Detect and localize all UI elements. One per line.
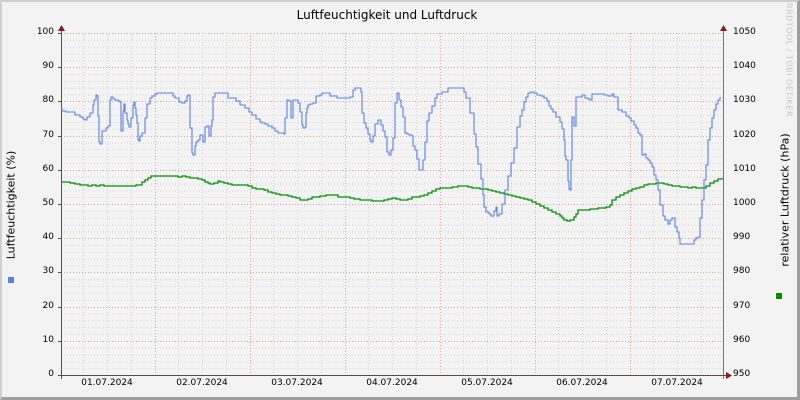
y-tick-right: 950 (733, 369, 751, 379)
y-tick-right: 960 (733, 334, 751, 345)
y-tick-left: 80 (42, 95, 54, 106)
x-tick: 04.07.2024 (366, 378, 418, 388)
x-tick: 06.07.2024 (556, 378, 608, 388)
y-tick-left: 0 (48, 369, 54, 379)
y-tick-right: 1020 (733, 129, 756, 140)
y-tick-right: 980 (733, 266, 751, 277)
y-tick-left: 100 (36, 27, 54, 37)
y-tick-right: 970 (733, 300, 751, 311)
y-tick-left: 10 (42, 334, 54, 345)
x-tick: 01.07.2024 (81, 378, 133, 388)
legend-marker-pressure (776, 293, 782, 299)
legend-marker-humidity (8, 277, 14, 283)
y-tick-left: 30 (42, 266, 54, 277)
y-tick-right: 1000 (733, 198, 756, 208)
y-tick-left: 70 (42, 129, 54, 140)
x-tick: 02.07.2024 (176, 378, 228, 388)
y-tick-right: 1040 (733, 61, 756, 72)
y-tick-left: 40 (42, 232, 54, 243)
x-tick: 07.07.2024 (651, 378, 703, 388)
y-tick-left: 50 (42, 198, 54, 208)
y-tick-right: 990 (733, 232, 751, 243)
y-tick-left: 60 (42, 163, 54, 174)
y-tick-left: 90 (42, 61, 54, 72)
y-tick-right: 1050 (733, 27, 756, 37)
y-tick-right: 1010 (733, 163, 756, 174)
x-tick: 05.07.2024 (461, 378, 513, 388)
chart-title: Luftfeuchtigkeit und Luftdruck (296, 8, 478, 22)
x-tick: 03.07.2024 (271, 378, 323, 388)
y-tick-left: 20 (42, 300, 54, 311)
y-tick-right: 1030 (733, 95, 756, 106)
